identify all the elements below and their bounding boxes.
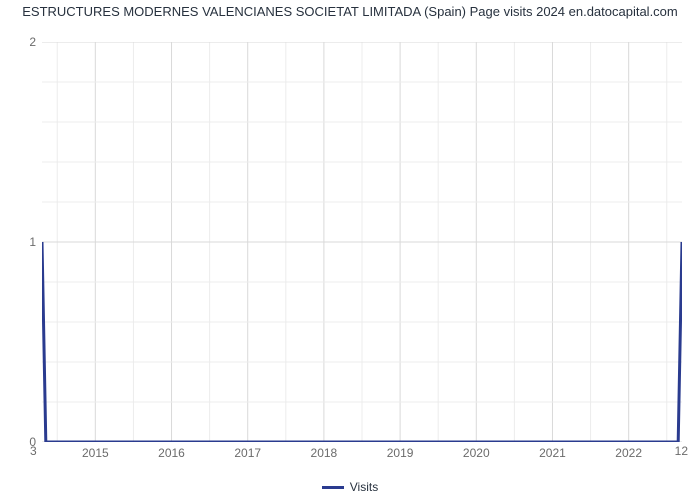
y-tick: 0 <box>29 435 42 449</box>
plot-svg <box>42 42 682 442</box>
x-tick: 2018 <box>311 442 338 460</box>
x-tick: 2019 <box>387 442 414 460</box>
chart-root: ESTRUCTURES MODERNES VALENCIANES SOCIETA… <box>0 0 700 500</box>
chart-title: ESTRUCTURES MODERNES VALENCIANES SOCIETA… <box>0 0 700 20</box>
x-tick: 2016 <box>158 442 185 460</box>
y-secondary-right: 12 <box>675 444 688 458</box>
plot-area: 3 12 01220152016201720182019202020212022 <box>42 42 682 442</box>
x-tick: 2017 <box>234 442 261 460</box>
x-tick: 2022 <box>615 442 642 460</box>
y-tick: 1 <box>29 235 42 249</box>
legend-swatch <box>322 486 344 489</box>
legend-label: Visits <box>350 480 378 494</box>
x-tick: 2020 <box>463 442 490 460</box>
legend: Visits <box>0 480 700 494</box>
x-tick: 2021 <box>539 442 566 460</box>
y-tick: 2 <box>29 35 42 49</box>
x-tick: 2015 <box>82 442 109 460</box>
